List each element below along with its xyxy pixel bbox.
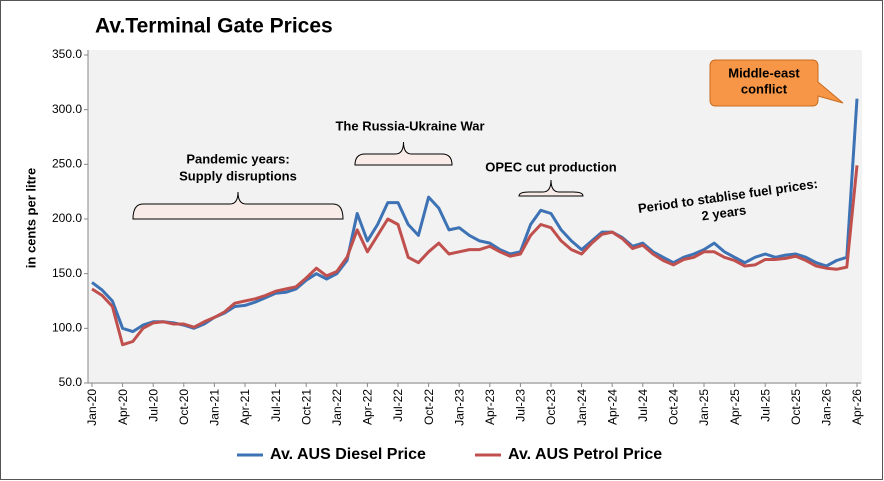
callout bbox=[709, 59, 844, 107]
x-tick-label: Jul-24 bbox=[636, 389, 650, 422]
x-tick-label: Apr-24 bbox=[605, 389, 619, 425]
legend-label: Av. AUS Diesel Price bbox=[270, 446, 426, 463]
x-tick-label: Apr-23 bbox=[483, 389, 497, 425]
y-tick-label: 200.0 bbox=[52, 211, 82, 225]
x-tick-label: Jan-23 bbox=[452, 389, 466, 426]
annotation: Middle-east bbox=[728, 65, 800, 80]
legend-label: Av. AUS Petrol Price bbox=[508, 446, 662, 463]
x-tick-label: Jul-25 bbox=[758, 389, 772, 422]
y-tick-label: 100.0 bbox=[52, 321, 82, 335]
x-tick-label: Jan-21 bbox=[208, 389, 222, 426]
series-line bbox=[91, 165, 859, 347]
x-tick-label: Jan-24 bbox=[575, 389, 589, 426]
annotation: OPEC cut production bbox=[485, 159, 617, 174]
x-tick-label: Apr-20 bbox=[116, 389, 130, 425]
x-tick-label: Jul-21 bbox=[269, 389, 283, 422]
x-tick-label: Apr-21 bbox=[238, 389, 252, 425]
y-axis-label: in cents per litre bbox=[23, 168, 38, 268]
x-tick-label: Oct-24 bbox=[667, 389, 681, 425]
brace bbox=[132, 191, 344, 220]
x-tick-label: Apr-25 bbox=[728, 389, 742, 425]
x-tick-label: Jul-20 bbox=[146, 389, 160, 422]
x-tick-label: Apr-22 bbox=[361, 389, 375, 425]
x-tick-label: Oct-20 bbox=[177, 389, 191, 425]
y-tick-label: 50.0 bbox=[59, 375, 83, 389]
x-tick-label: Jul-22 bbox=[391, 389, 405, 422]
annotation: Supply disruptions bbox=[179, 168, 297, 183]
x-tick-label: Jan-25 bbox=[697, 389, 711, 426]
x-tick-label: Oct-21 bbox=[299, 389, 313, 425]
brace bbox=[518, 179, 584, 197]
x-tick-label: Oct-25 bbox=[789, 389, 803, 425]
x-tick-label: Jan-20 bbox=[85, 389, 99, 426]
y-tick-label: 150.0 bbox=[52, 266, 82, 280]
annotation: conflict bbox=[741, 81, 788, 96]
x-tick-label: Jan-22 bbox=[330, 389, 344, 426]
y-tick-label: 350.0 bbox=[52, 47, 82, 61]
y-tick-label: 300.0 bbox=[52, 102, 82, 116]
x-tick-label: Jul-23 bbox=[514, 389, 528, 422]
brace bbox=[354, 141, 453, 166]
x-tick-label: Jan-26 bbox=[820, 389, 834, 426]
chart-title: Av.Terminal Gate Prices bbox=[95, 15, 333, 38]
x-tick-label: Apr-26 bbox=[850, 389, 864, 425]
annotation: Pandemic years: bbox=[186, 151, 289, 166]
x-tick-label: Oct-22 bbox=[422, 389, 436, 425]
annotation: The Russia-Ukraine War bbox=[335, 118, 484, 133]
y-tick-label: 250.0 bbox=[52, 157, 82, 171]
x-tick-label: Oct-23 bbox=[544, 389, 558, 425]
annotation: 2 years bbox=[701, 202, 747, 223]
